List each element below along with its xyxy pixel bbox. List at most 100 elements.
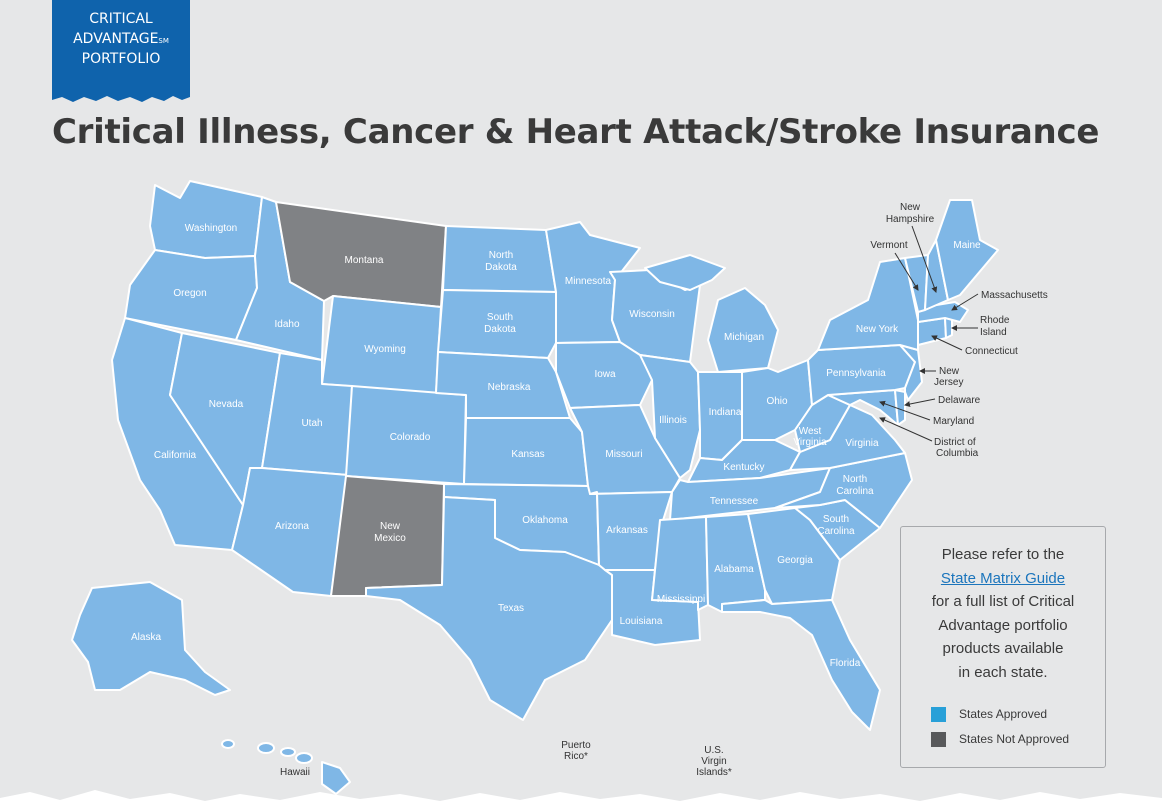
label-colorado: Colorado xyxy=(390,432,431,443)
state-rhode-island[interactable] xyxy=(944,317,953,339)
info-box: Please refer to the State Matrix Guide f… xyxy=(900,526,1106,768)
label-new-jersey-1: New xyxy=(939,366,960,377)
label-south-dakota-1: South xyxy=(487,312,513,323)
label-kansas: Kansas xyxy=(511,449,544,460)
label-pennsylvania: Pennsylvania xyxy=(826,368,886,379)
state-north-carolina[interactable] xyxy=(774,452,913,529)
legend-not-approved: States Not Approved xyxy=(931,732,1101,748)
legend-approved: States Approved xyxy=(931,707,1101,723)
info-line-3: for a full list of Critical xyxy=(931,593,1075,610)
info-line-6: in each state. xyxy=(958,663,1048,681)
label-new-jersey-2: Jersey xyxy=(934,377,963,388)
label-new-hampshire-2: Hampshire xyxy=(886,214,935,225)
label-louisiana: Louisiana xyxy=(620,616,663,627)
label-tennessee: Tennessee xyxy=(710,496,759,507)
legend-swatch-not-approved xyxy=(931,732,946,748)
label-iowa: Iowa xyxy=(594,369,616,380)
label-nebraska: Nebraska xyxy=(488,382,531,393)
info-line-5: products available xyxy=(942,640,1064,657)
label-south-carolina-2: Carolina xyxy=(817,526,855,537)
state-texas[interactable] xyxy=(365,496,613,721)
legend-swatch-approved xyxy=(931,707,946,723)
label-usvi-3: Islands* xyxy=(696,767,732,778)
state-michigan-upper[interactable] xyxy=(644,254,726,291)
label-california: California xyxy=(154,450,197,461)
label-maine: Maine xyxy=(953,240,981,251)
state-new-york[interactable] xyxy=(817,257,919,351)
label-mississippi: Mississippi xyxy=(657,594,705,605)
legend-label-approved: States Approved xyxy=(959,707,1048,721)
state-illinois[interactable] xyxy=(639,354,701,479)
state-michigan[interactable] xyxy=(707,287,779,373)
label-missouri: Missouri xyxy=(605,449,642,460)
label-massachusetts: Massachusetts xyxy=(981,290,1048,301)
state-new-jersey[interactable] xyxy=(899,344,923,401)
label-wisconsin: Wisconsin xyxy=(629,309,675,320)
service-mark: SM xyxy=(158,37,169,45)
torn-bottom-edge xyxy=(0,790,1162,810)
label-virginia: Virginia xyxy=(845,438,879,449)
portfolio-badge: CRITICAL ADVANTAGESM PORTFOLIO xyxy=(52,0,190,102)
state-matrix-guide-link[interactable]: State Matrix Guide xyxy=(940,569,1066,587)
state-washington[interactable] xyxy=(149,180,263,259)
state-arizona[interactable] xyxy=(231,467,349,597)
label-wyoming: Wyoming xyxy=(364,344,406,355)
label-north-dakota-2: Dakota xyxy=(485,262,517,273)
label-dc-2: Columbia xyxy=(936,448,979,459)
label-minnesota: Minnesota xyxy=(565,276,612,287)
label-oklahoma: Oklahoma xyxy=(522,515,568,526)
label-rhode-island-2: Island xyxy=(980,327,1007,338)
label-indiana: Indiana xyxy=(709,407,742,418)
state-alaska[interactable] xyxy=(71,581,231,696)
label-ohio: Ohio xyxy=(766,396,788,407)
label-puerto-rico-1: Puerto xyxy=(561,740,591,751)
label-alaska: Alaska xyxy=(131,632,161,643)
label-montana: Montana xyxy=(345,255,384,266)
label-florida: Florida xyxy=(830,658,861,669)
badge-line-3: PORTFOLIO xyxy=(81,51,161,67)
label-north-dakota-1: North xyxy=(489,250,513,261)
label-rhode-island-1: Rhode xyxy=(980,315,1010,326)
label-new-york: New York xyxy=(856,324,899,335)
label-puerto-rico-2: Rico* xyxy=(564,751,588,762)
label-connecticut: Connecticut xyxy=(965,346,1018,357)
badge-line-1: CRITICAL xyxy=(89,11,153,27)
state-hawaii[interactable] xyxy=(221,739,351,795)
label-washington: Washington xyxy=(185,223,237,234)
label-dc-1: District of xyxy=(934,437,976,448)
label-illinois: Illinois xyxy=(659,415,687,426)
label-north-carolina-2: Carolina xyxy=(836,486,874,497)
label-maryland: Maryland xyxy=(933,416,974,427)
label-new-mexico-1: New xyxy=(380,521,401,532)
label-new-hampshire-1: New xyxy=(900,202,921,213)
label-kentucky: Kentucky xyxy=(723,462,764,473)
label-delaware: Delaware xyxy=(938,395,981,406)
state-south-dakota[interactable] xyxy=(437,289,557,359)
label-north-carolina-1: North xyxy=(843,474,867,485)
info-line-1: Please refer to the xyxy=(941,546,1065,563)
label-oregon: Oregon xyxy=(173,288,206,299)
badge-torn-edge xyxy=(52,91,190,102)
label-new-mexico-2: Mexico xyxy=(374,533,406,544)
label-arkansas: Arkansas xyxy=(606,525,648,536)
leader-arrows xyxy=(879,225,979,442)
state-delaware[interactable] xyxy=(894,389,906,426)
label-west-virginia-2: Virginia xyxy=(793,437,827,448)
info-message: Please refer to the State Matrix Guide f… xyxy=(901,543,1105,684)
label-south-carolina-1: South xyxy=(823,514,849,525)
label-idaho: Idaho xyxy=(274,319,299,330)
state-florida[interactable] xyxy=(721,599,881,731)
label-texas: Texas xyxy=(498,603,524,614)
state-maine[interactable] xyxy=(935,199,999,301)
info-line-4: Advantage portfolio xyxy=(938,616,1068,634)
label-vermont: Vermont xyxy=(870,240,907,251)
label-arizona: Arizona xyxy=(275,521,309,532)
label-usvi-2: Virgin xyxy=(701,756,726,767)
label-hawaii: Hawaii xyxy=(280,767,310,778)
legend-label-not-approved: States Not Approved xyxy=(959,732,1070,746)
label-west-virginia-1: West xyxy=(799,426,822,437)
label-alabama: Alabama xyxy=(714,564,754,575)
label-georgia: Georgia xyxy=(777,555,813,566)
label-usvi-1: U.S. xyxy=(704,745,723,756)
